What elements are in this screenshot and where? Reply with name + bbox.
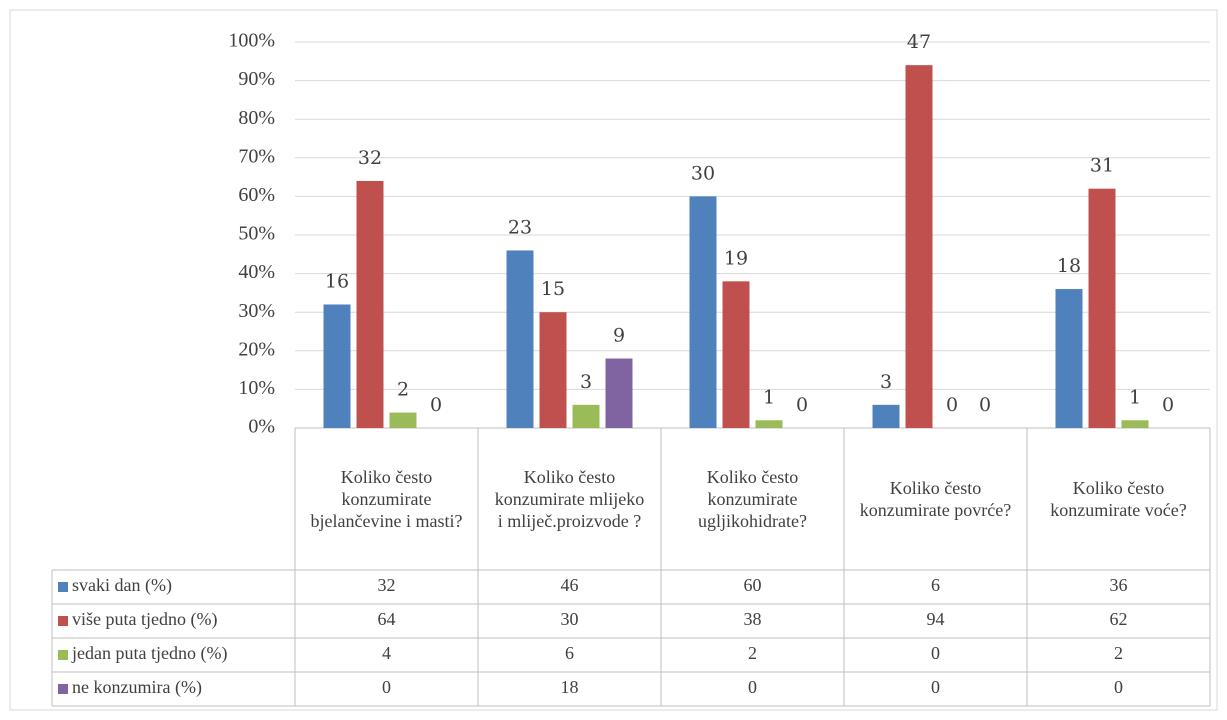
x-tick-label: Koliko često konzumirate ugljikohidrate? <box>698 467 807 531</box>
table-cell: 32 <box>378 575 396 595</box>
bar <box>389 412 417 428</box>
x-category: Koliko često konzumirate povrće? <box>859 478 1012 520</box>
table-cell: 0 <box>1114 677 1123 697</box>
legend-label: svaki dan (%) <box>72 575 172 596</box>
y-tick-label: 30% <box>238 300 275 322</box>
bar <box>722 281 750 428</box>
data-label: 0 <box>796 394 808 416</box>
table-cell: 2 <box>748 643 757 663</box>
data-label: 3 <box>580 371 592 393</box>
bar <box>572 404 600 428</box>
bar <box>356 180 384 428</box>
data-label: 19 <box>724 247 748 269</box>
x-tick-label: Koliko često konzumirate bjelančevine i … <box>310 467 463 531</box>
data-label: 31 <box>1090 155 1114 177</box>
table-cell: 6 <box>565 643 574 663</box>
y-tick-label: 40% <box>238 261 275 283</box>
data-label: 30 <box>691 162 715 184</box>
data-label: 23 <box>508 216 532 238</box>
bar <box>1121 420 1149 428</box>
bar <box>872 404 900 428</box>
table-cell: 30 <box>561 609 579 629</box>
table-cell: 38 <box>744 609 762 629</box>
bar <box>755 420 783 428</box>
bar <box>539 312 567 428</box>
bar <box>689 196 717 428</box>
y-tick-label: 100% <box>228 30 275 52</box>
table-cell: 46 <box>561 575 579 595</box>
data-label: 2 <box>397 379 409 401</box>
data-label: 0 <box>979 394 991 416</box>
x-category: Koliko često konzumirate mlijeko i mlije… <box>494 467 645 531</box>
y-tick-label: 90% <box>238 68 275 90</box>
data-label: 9 <box>613 325 625 347</box>
data-label: 0 <box>946 394 958 416</box>
x-category: Koliko često konzumirate bjelančevine i … <box>310 467 463 531</box>
legend-label: više puta tjedno (%) <box>72 609 217 630</box>
table-cell: 18 <box>561 677 579 697</box>
table-cell: 4 <box>382 643 391 663</box>
x-tick-label: Koliko često konzumirate mlijeko i mlije… <box>494 467 645 531</box>
x-category: Koliko često konzumirate ugljikohidrate? <box>698 467 807 531</box>
table-cell: 0 <box>931 677 940 697</box>
data-label: 16 <box>325 270 349 292</box>
bar <box>605 358 633 428</box>
y-tick-label: 20% <box>238 338 275 360</box>
data-label: 1 <box>763 386 775 408</box>
bar <box>506 250 534 428</box>
data-label: 0 <box>1162 394 1174 416</box>
legend-swatch <box>58 616 68 626</box>
y-tick-label: 60% <box>238 184 275 206</box>
data-label: 18 <box>1057 255 1081 277</box>
legend-swatch <box>58 582 68 592</box>
table-cell: 2 <box>1114 643 1123 663</box>
y-tick-label: 0% <box>248 416 275 438</box>
y-tick-label: 10% <box>238 377 275 399</box>
data-label: 0 <box>430 394 442 416</box>
legend-label: ne konzumira (%) <box>72 677 202 698</box>
table-cell: 36 <box>1110 575 1128 595</box>
legend-swatch <box>58 650 68 660</box>
table-cell: 0 <box>931 643 940 663</box>
data-label: 32 <box>358 147 382 169</box>
y-tick-label: 70% <box>238 145 275 167</box>
table-cell: 0 <box>382 677 391 697</box>
table-cell: 0 <box>748 677 757 697</box>
table-cell: 62 <box>1110 609 1128 629</box>
table-cell: 64 <box>378 609 396 629</box>
bar <box>323 304 351 428</box>
bar <box>905 65 933 428</box>
bar <box>1055 289 1083 428</box>
table-cell: 6 <box>931 575 940 595</box>
legend-label: jedan puta tjedno (%) <box>71 643 227 664</box>
y-tick-label: 80% <box>238 107 275 129</box>
table-cell: 94 <box>927 609 945 629</box>
data-label: 47 <box>907 31 931 53</box>
x-tick-label: Koliko često konzumirate voće? <box>1050 478 1187 520</box>
table-cell: 60 <box>744 575 762 595</box>
data-label: 1 <box>1129 386 1141 408</box>
data-label: 3 <box>880 371 892 393</box>
x-tick-label: Koliko često konzumirate povrće? <box>859 478 1012 520</box>
y-tick-label: 50% <box>238 223 275 245</box>
legend-swatch <box>58 684 68 694</box>
data-label: 15 <box>541 278 565 300</box>
bar <box>1088 188 1116 428</box>
x-category: Koliko često konzumirate voće? <box>1050 478 1187 520</box>
